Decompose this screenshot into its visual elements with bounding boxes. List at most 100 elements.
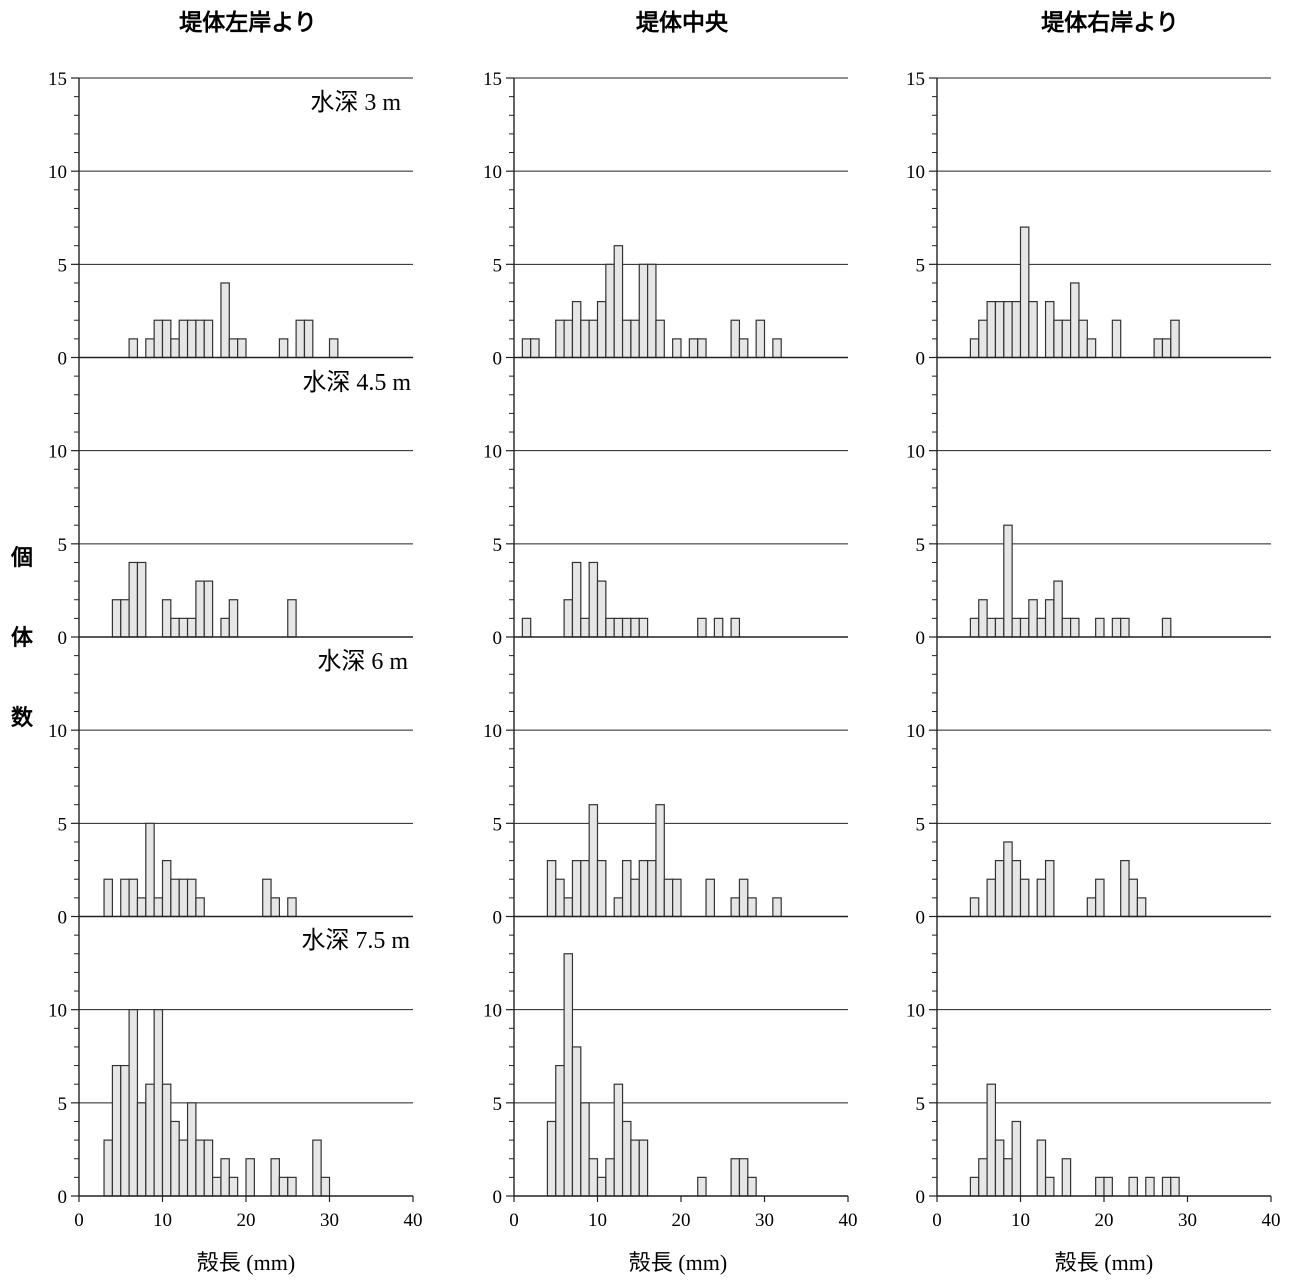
- histogram-bar: [195, 319, 205, 359]
- histogram-bar: [655, 319, 665, 359]
- histogram-bar: [630, 617, 640, 638]
- histogram-bar: [170, 1120, 180, 1197]
- histogram-bar: [262, 878, 272, 918]
- y-tick-label: 5: [58, 255, 68, 276]
- histogram-bar: [730, 319, 741, 359]
- histogram-bar: [136, 561, 147, 638]
- histogram-bar: [1036, 617, 1047, 638]
- y-tick-label: 0: [916, 1187, 926, 1208]
- y-tick-label: 15: [483, 69, 502, 90]
- y-tick-label: 0: [493, 908, 503, 929]
- histogram-bar: [688, 338, 699, 359]
- histogram-bar: [287, 1176, 297, 1197]
- x-tick-label: 30: [755, 1210, 774, 1231]
- histogram-bar: [580, 1102, 590, 1197]
- depth-label-7-5m: 水深 7.5 m: [301, 927, 410, 954]
- histogram-bar: [969, 338, 980, 359]
- panel-center-6m: 0 5 10: [483, 655, 848, 929]
- histogram-bar: [170, 878, 180, 918]
- histogram-bar: [287, 599, 297, 638]
- y-tick-label: 5: [493, 814, 503, 835]
- histogram-bar: [161, 859, 172, 918]
- histogram-bar: [613, 897, 624, 918]
- y-tick-label: 5: [493, 1094, 503, 1115]
- y-tick-label: 10: [906, 162, 925, 183]
- histogram-bar: [730, 617, 741, 638]
- x-tick-label: 30: [320, 1210, 339, 1231]
- histogram-bar: [161, 1083, 172, 1197]
- y-tick-label: 5: [58, 1094, 68, 1115]
- x-tick-label: 20: [237, 1210, 256, 1231]
- histogram-bar: [521, 617, 532, 638]
- histogram-bar: [220, 617, 230, 638]
- histogram-bar: [186, 878, 197, 918]
- histogram-bar: [1061, 319, 1072, 359]
- histogram-bar: [621, 617, 632, 638]
- histogram-bar: [178, 1139, 189, 1197]
- y-tick-label: 10: [483, 442, 502, 463]
- histogram-bar: [986, 301, 997, 359]
- histogram-bar: [287, 897, 297, 918]
- x-tick-label: 20: [672, 1210, 691, 1231]
- histogram-bar: [195, 580, 205, 638]
- histogram-bar: [546, 859, 557, 918]
- histogram-bar: [203, 1139, 214, 1197]
- y-tick-label: 0: [58, 349, 68, 370]
- y-axis-label: 個 体 数: [10, 546, 34, 731]
- histogram-bar: [747, 1176, 757, 1197]
- histogram-bar: [220, 282, 230, 359]
- y-tick-label: 15: [906, 69, 925, 90]
- y-axis-label-char-2: 体: [11, 626, 34, 651]
- y-tick-label: 0: [916, 349, 926, 370]
- histogram-bar: [697, 617, 707, 638]
- histogram-bar: [195, 897, 205, 918]
- histogram-bar: [228, 599, 239, 638]
- histogram-bar: [228, 1176, 239, 1197]
- histogram-bar: [730, 1158, 741, 1197]
- histogram-bar: [1095, 617, 1105, 638]
- histogram-bar: [1053, 580, 1063, 638]
- y-tick-label: 5: [58, 814, 68, 835]
- y-tick-label: 5: [493, 255, 503, 276]
- y-tick-label: 10: [906, 442, 925, 463]
- histogram-bar: [195, 1139, 205, 1197]
- histogram-bar: [580, 319, 590, 359]
- histogram-bar: [978, 599, 988, 638]
- histogram-bar: [555, 319, 565, 359]
- histogram-bar: [111, 599, 122, 638]
- histogram-bar: [571, 301, 582, 359]
- histogram-bar: [128, 561, 139, 638]
- histogram-bar: [1086, 338, 1097, 359]
- histogram-bar: [1161, 338, 1172, 359]
- histogram-bar: [1095, 1176, 1105, 1197]
- histogram-bar: [237, 338, 247, 359]
- histogram-bar: [638, 617, 649, 638]
- histogram-bar: [103, 878, 114, 918]
- histogram-bar: [638, 263, 649, 359]
- histogram-bar: [212, 1176, 222, 1197]
- histogram-bar: [571, 859, 582, 918]
- histogram-bar: [713, 617, 724, 638]
- histogram-bar: [772, 897, 782, 918]
- histogram-bar: [571, 1046, 582, 1197]
- histogram-bar: [1153, 338, 1164, 359]
- histogram-bar: [596, 859, 607, 918]
- y-tick-label: 10: [483, 721, 502, 742]
- depth-label-4-5m: 水深 4.5 m: [302, 369, 411, 396]
- y-tick-label: 10: [48, 721, 67, 742]
- x-tick-label: 10: [588, 1210, 607, 1231]
- histogram-bar: [1053, 319, 1063, 359]
- histogram-bar: [571, 561, 582, 638]
- histogram-bar: [128, 1009, 139, 1197]
- histogram-bar: [1120, 617, 1130, 638]
- histogram-bar: [203, 319, 214, 359]
- histogram-bar: [1011, 301, 1022, 359]
- histogram-bar: [755, 319, 766, 359]
- histogram-bar: [646, 859, 657, 918]
- y-tick-label: 10: [48, 162, 67, 183]
- histogram-bar: [178, 617, 189, 638]
- histogram-bar: [555, 1064, 565, 1197]
- histogram-bar: [161, 599, 172, 638]
- y-tick-label: 0: [493, 628, 503, 649]
